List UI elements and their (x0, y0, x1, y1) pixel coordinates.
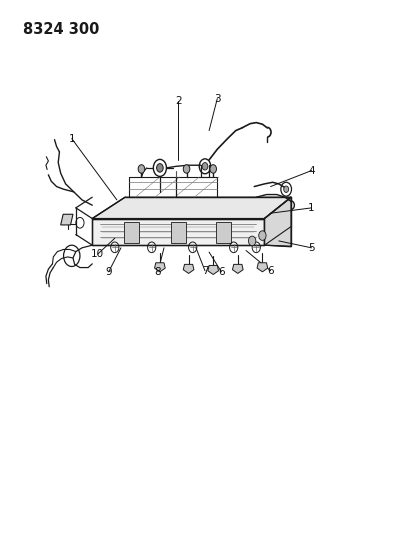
Polygon shape (171, 222, 185, 243)
Polygon shape (216, 222, 230, 243)
Polygon shape (232, 264, 243, 273)
Text: 7: 7 (201, 266, 208, 276)
Text: 1: 1 (68, 134, 75, 143)
Circle shape (183, 165, 189, 173)
Circle shape (248, 236, 255, 246)
Text: 10: 10 (91, 249, 104, 259)
Text: 4: 4 (308, 166, 314, 175)
Polygon shape (92, 219, 264, 245)
Text: 3: 3 (213, 94, 220, 103)
Circle shape (209, 165, 216, 173)
Circle shape (156, 164, 163, 172)
Circle shape (258, 231, 265, 240)
Circle shape (138, 165, 144, 173)
Polygon shape (92, 197, 290, 219)
Polygon shape (207, 265, 218, 274)
Text: 8324 300: 8324 300 (22, 22, 99, 37)
Text: 5: 5 (308, 243, 314, 253)
Text: 6: 6 (267, 266, 273, 276)
Text: 6: 6 (218, 267, 224, 277)
Text: 8: 8 (154, 267, 161, 277)
Polygon shape (154, 263, 165, 272)
Text: 1: 1 (308, 203, 314, 213)
Polygon shape (61, 214, 73, 225)
Polygon shape (264, 197, 290, 247)
Circle shape (283, 186, 288, 192)
Polygon shape (183, 264, 193, 273)
Polygon shape (256, 263, 267, 272)
Circle shape (202, 163, 207, 170)
Text: 2: 2 (175, 96, 181, 106)
Text: 9: 9 (105, 267, 112, 277)
Polygon shape (124, 222, 138, 243)
